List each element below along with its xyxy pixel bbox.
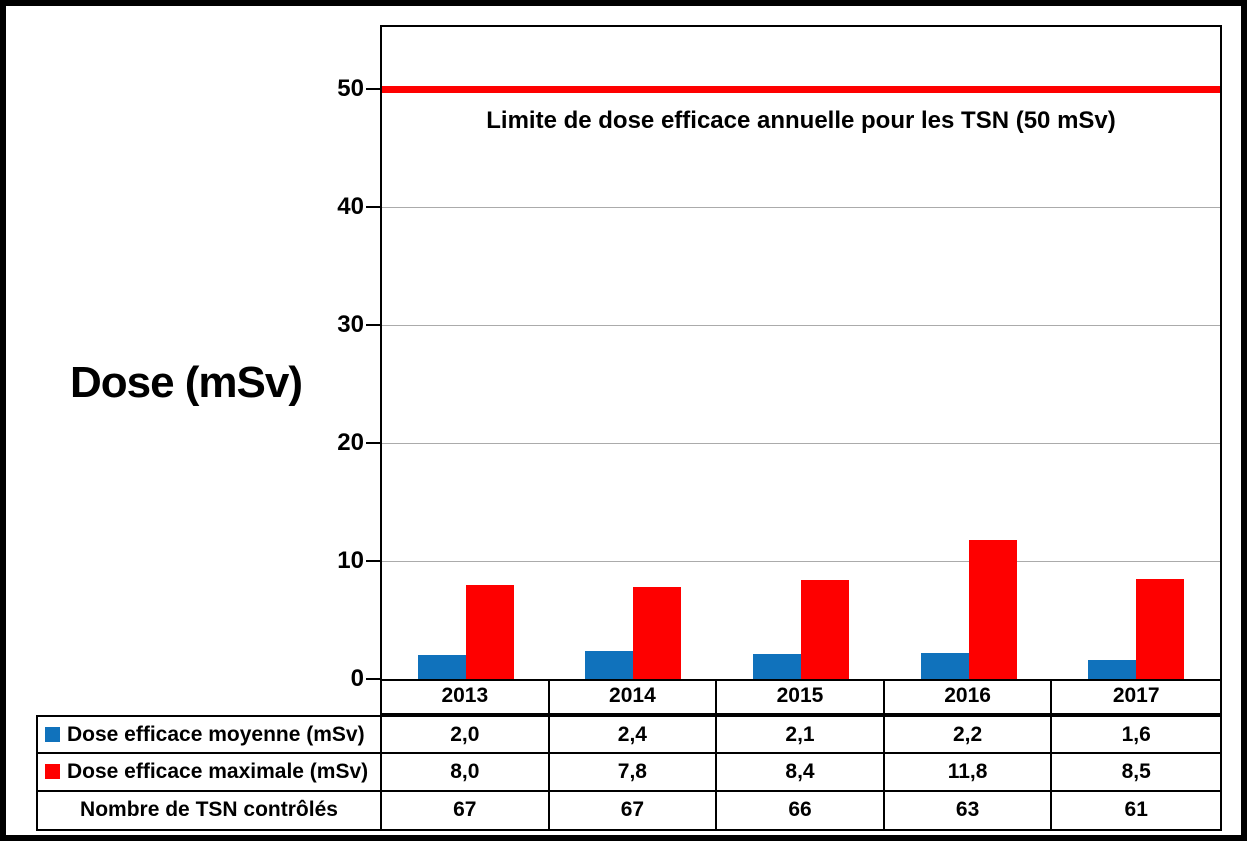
limit-line bbox=[382, 86, 1220, 93]
table-cell: 8,4 bbox=[717, 754, 885, 792]
year-header: 2017 bbox=[1112, 684, 1160, 707]
gridline bbox=[382, 207, 1220, 208]
bars-layer bbox=[382, 27, 1220, 679]
bar-moyenne-2014 bbox=[585, 651, 633, 679]
table-row-label: Nombre de TSN contrôlés bbox=[38, 791, 382, 829]
year-header: 2015 bbox=[717, 681, 885, 713]
table-cell: 66 bbox=[717, 791, 885, 829]
table-row-label: Dose efficace moyenne (mSv) bbox=[38, 717, 382, 755]
y-tick-mark bbox=[366, 324, 381, 326]
y-tick-label: 10 bbox=[337, 547, 364, 574]
gridlines-layer bbox=[382, 27, 1220, 679]
bar-maximale-2017 bbox=[1136, 579, 1184, 679]
year-header: 2013 bbox=[382, 681, 550, 713]
bar-moyenne-2013 bbox=[418, 655, 466, 679]
table-cell: 2,4 bbox=[549, 717, 718, 755]
y-tick-mark bbox=[366, 206, 381, 208]
y-tick-mark bbox=[366, 442, 381, 444]
table-cell: 7,8 bbox=[549, 754, 718, 792]
series-marker-icon bbox=[45, 764, 60, 780]
year-header: 2016 bbox=[885, 681, 1053, 713]
table-cell: 2,1 bbox=[717, 717, 885, 755]
table-cell: 67 bbox=[550, 791, 718, 829]
y-tick-mark bbox=[366, 560, 381, 562]
table-row-label: Dose efficace maximale (mSv) bbox=[38, 754, 382, 792]
gridline bbox=[382, 443, 1220, 444]
y-tick-label: 30 bbox=[337, 311, 364, 338]
bar-moyenne-2016 bbox=[921, 653, 969, 679]
bar-moyenne-2017 bbox=[1088, 660, 1136, 679]
y-tick-label: 20 bbox=[337, 429, 364, 456]
y-tick-mark bbox=[366, 678, 381, 680]
table-cell: 2,0 bbox=[382, 717, 550, 755]
y-axis-title: Dose (mSv) bbox=[69, 358, 303, 407]
series-label: Dose efficace maximale (mSv) bbox=[67, 759, 369, 783]
table-cell: 67 bbox=[382, 791, 550, 829]
year-header: 2014 bbox=[550, 681, 718, 713]
series-marker-icon bbox=[45, 727, 60, 743]
bar-maximale-2015 bbox=[801, 580, 849, 679]
y-tick-label: 40 bbox=[337, 193, 364, 220]
row-label: Nombre de TSN contrôlés bbox=[80, 798, 338, 822]
table-cell: 61 bbox=[1124, 798, 1148, 822]
y-tick-label: 0 bbox=[350, 665, 364, 692]
table-cell: 63 bbox=[885, 791, 1053, 829]
bar-maximale-2013 bbox=[466, 585, 514, 679]
plot-area: Limite de dose efficace annuelle pour le… bbox=[380, 25, 1222, 681]
table-cell: 8,5 bbox=[1052, 754, 1220, 792]
table-cell: 11,8 bbox=[884, 754, 1053, 792]
y-tick-label: 50 bbox=[337, 75, 364, 102]
limit-annotation: Limite de dose efficace annuelle pour le… bbox=[486, 107, 1116, 134]
bar-moyenne-2015 bbox=[753, 654, 801, 679]
bar-maximale-2016 bbox=[969, 540, 1017, 679]
table-cell: 1,6 bbox=[1052, 717, 1220, 755]
gridline bbox=[382, 561, 1220, 562]
data-table: Dose efficace moyenne (mSv) 2,0 2,4 2,1 … bbox=[36, 715, 1222, 831]
table-cell: 8,0 bbox=[382, 754, 550, 792]
table-cell: 2,2 bbox=[884, 717, 1053, 755]
bar-maximale-2014 bbox=[633, 587, 681, 679]
series-label: Dose efficace moyenne (mSv) bbox=[67, 722, 365, 746]
y-tick-mark bbox=[366, 88, 381, 90]
gridline bbox=[382, 325, 1220, 326]
x-axis-header-row: 2013 2014 2015 2016 2017 bbox=[380, 681, 1222, 715]
